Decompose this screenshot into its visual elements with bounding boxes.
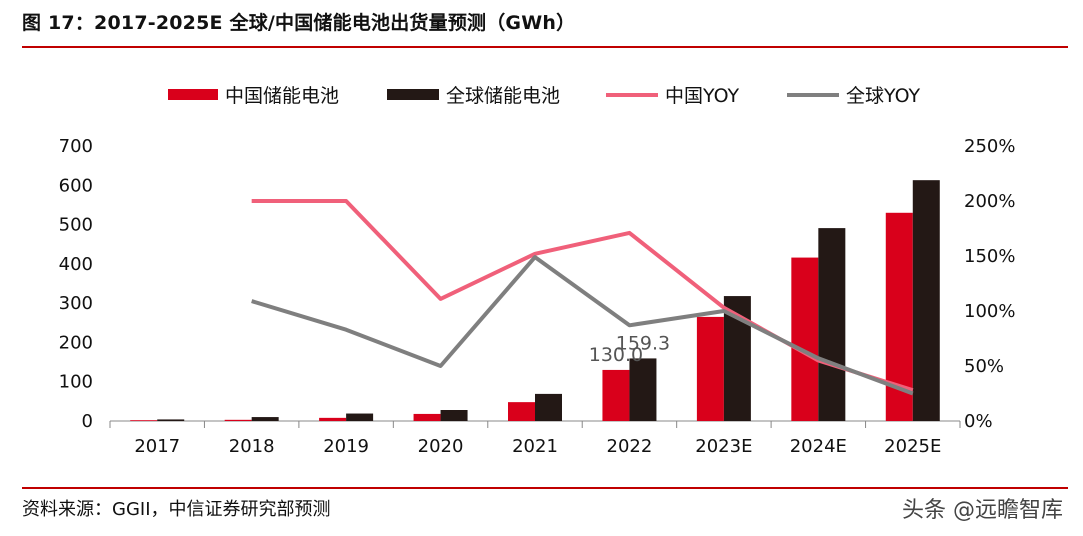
y-left-tick-label: 600 xyxy=(59,175,93,196)
y-left-tick-label: 200 xyxy=(59,332,93,353)
bar-china xyxy=(791,257,819,421)
legend-label: 全球YOY xyxy=(846,85,920,107)
y-left-tick-label: 700 xyxy=(59,136,93,157)
x-tick-label: 2020 xyxy=(418,436,464,457)
y-right-tick-label: 50% xyxy=(964,356,1004,377)
x-tick-label: 2017 xyxy=(134,436,180,457)
legend-label: 全球储能电池 xyxy=(446,85,560,107)
chart-axes: 0 100 200 300 400 500 600 700 0% 50% 100% 150% 200% 2… xyxy=(59,136,1016,457)
bottom-divider xyxy=(22,487,1068,489)
legend-label: 中国储能电池 xyxy=(225,85,339,107)
y-left-tick-label: 300 xyxy=(59,293,93,314)
x-tick-label: 2019 xyxy=(323,436,369,457)
bar-china xyxy=(508,402,535,421)
x-tick-label: 2024E xyxy=(790,436,847,457)
bar-global xyxy=(346,413,374,421)
y-right-tick-label: 150% xyxy=(964,246,1015,267)
bar-global xyxy=(440,410,468,421)
watermark: 头条 @远瞻智库 xyxy=(902,498,1063,523)
chart-lines xyxy=(251,199,914,396)
bar-global xyxy=(157,419,185,421)
y-left-tick-label: 500 xyxy=(59,215,93,236)
line-global-yoy xyxy=(251,255,914,396)
chart-bars xyxy=(130,180,940,421)
bar-data-label: 130.0 xyxy=(589,344,643,366)
y-left-tick-label: 100 xyxy=(59,372,93,393)
bar-china xyxy=(224,419,252,421)
bar-china xyxy=(130,420,158,421)
y-right-tick-label: 200% xyxy=(964,191,1015,212)
x-tick-label: 2023E xyxy=(695,436,752,457)
bar-global xyxy=(535,393,562,421)
bar-global xyxy=(912,180,940,421)
legend-swatch xyxy=(387,89,439,100)
legend-swatch xyxy=(168,89,218,100)
bar-global xyxy=(629,358,657,421)
bar-data-label: 159.3 xyxy=(616,332,670,354)
top-divider xyxy=(22,46,1068,48)
bar-china xyxy=(696,316,724,421)
bar-china xyxy=(602,369,630,421)
source-note: 资料来源：GGII，中信证券研究部预测 xyxy=(22,499,331,520)
x-tick-label: 2021 xyxy=(512,436,558,457)
legend-label: 中国YOY xyxy=(665,85,739,107)
y-right-tick-label: 100% xyxy=(964,301,1015,322)
x-tick-label: 2025E xyxy=(884,436,941,457)
bar-global xyxy=(818,228,846,421)
y-right-tick-label: 250% xyxy=(964,136,1015,157)
bar-china xyxy=(319,417,347,421)
figure-title: 图 17：2017-2025E 全球/中国储能电池出货量预测（GWh） xyxy=(22,12,576,34)
y-right-tick-label: 0% xyxy=(964,411,993,432)
bar-china xyxy=(413,413,441,421)
bar-global xyxy=(251,417,279,421)
y-left-tick-label: 0 xyxy=(82,411,93,432)
y-left-tick-label: 400 xyxy=(59,254,93,275)
x-tick-label: 2022 xyxy=(607,436,653,457)
chart-legend: 中国储能电池 全球储能电池 中国YOY 全球YOY xyxy=(168,85,920,107)
x-tick-label: 2018 xyxy=(229,436,275,457)
